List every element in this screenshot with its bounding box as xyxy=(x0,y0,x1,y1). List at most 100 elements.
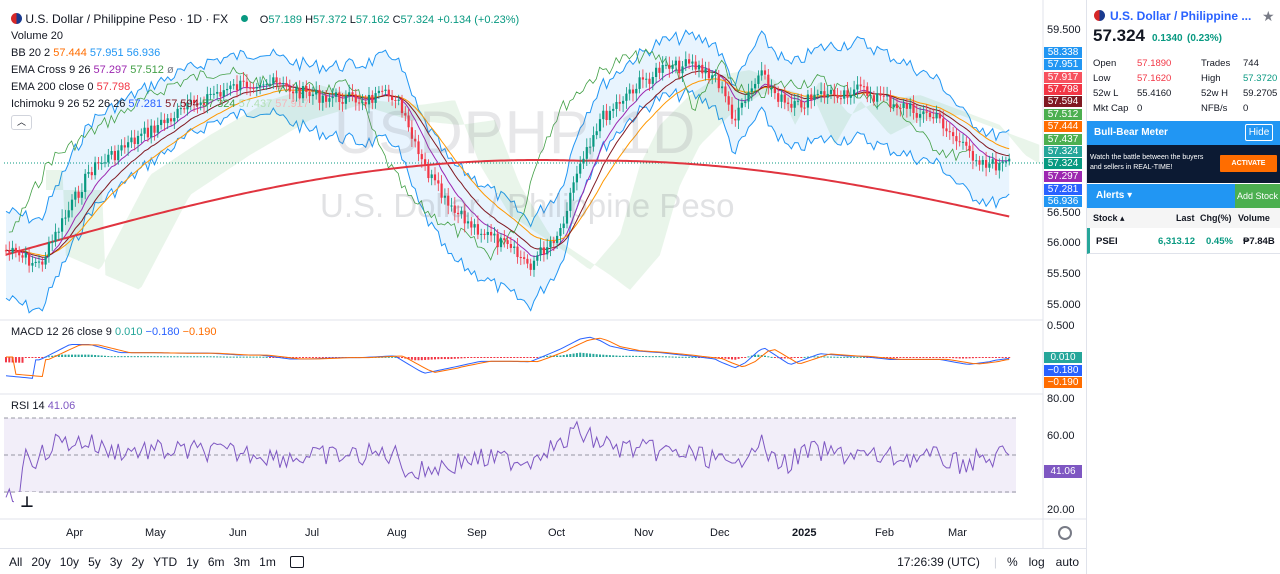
candle-body xyxy=(146,127,149,138)
legend-volume[interactable]: Volume 20 xyxy=(11,28,519,45)
candle-body xyxy=(879,93,882,96)
macd-histogram-bar xyxy=(440,357,443,360)
add-stock-button[interactable]: Add Stock xyxy=(1235,184,1280,208)
col-chg[interactable]: Chg(%) xyxy=(1200,213,1232,223)
star-icon[interactable]: ★ xyxy=(1262,8,1275,24)
macd-histogram-bar xyxy=(793,357,796,358)
macd-histogram-bar xyxy=(549,355,552,357)
candle-body xyxy=(704,68,707,74)
candle-body xyxy=(367,94,371,105)
candle-body xyxy=(853,89,856,96)
candle-body xyxy=(836,95,839,99)
macd-histogram-bar xyxy=(826,356,829,358)
macd-histogram-bar xyxy=(302,357,304,358)
macd-histogram-bar xyxy=(457,357,460,359)
macd-histogram-bar xyxy=(684,356,687,358)
row-chg: 0.45% xyxy=(1206,236,1233,247)
candle-body xyxy=(526,258,529,264)
candle-body xyxy=(169,118,173,122)
macd-histogram-bar xyxy=(975,357,978,359)
macd-histogram-bar xyxy=(523,357,526,358)
hide-button[interactable]: Hide xyxy=(1245,124,1273,141)
macd-histogram-bar xyxy=(153,356,156,358)
range-button-all[interactable]: All xyxy=(9,554,23,569)
sidebar-change-pct: (0.23%) xyxy=(1187,33,1223,44)
log-scale-button[interactable]: log xyxy=(1028,554,1045,569)
watchlist-row[interactable]: PSEI 6,313.12 0.45% ₱7.84B xyxy=(1087,228,1280,254)
macd-histogram-bar xyxy=(955,357,958,359)
candle-body xyxy=(196,103,199,105)
macd-histogram-bar xyxy=(922,357,925,358)
symbol-header[interactable]: U.S. Dollar / Philippine Peso · 1D · FX … xyxy=(11,11,519,28)
candle-body xyxy=(268,83,272,85)
legend-ema-cross[interactable]: EMA Cross 9 26 57.297 57.512 ø xyxy=(11,62,519,79)
percent-scale-button[interactable]: % xyxy=(1006,554,1018,569)
legend-rsi[interactable]: RSI 14 41.06 xyxy=(11,400,75,412)
range-button-ytd[interactable]: YTD xyxy=(153,554,178,569)
candle-body xyxy=(74,191,77,200)
range-button-1y[interactable]: 1y xyxy=(186,554,199,569)
col-volume[interactable]: Volume xyxy=(1238,213,1270,223)
ichimoku-lagging-line xyxy=(8,48,970,261)
range-button-5y[interactable]: 5y xyxy=(88,554,101,569)
settings-gear-icon[interactable] xyxy=(1058,526,1072,540)
range-button-6m[interactable]: 6m xyxy=(207,554,225,569)
candle-body xyxy=(301,85,305,99)
macd-histogram-bar xyxy=(163,356,166,358)
candle-body xyxy=(242,80,245,82)
candle-body xyxy=(433,174,437,181)
macd-histogram-bar xyxy=(265,356,268,358)
macd-histogram-bar xyxy=(189,356,192,358)
candle-body xyxy=(674,60,677,66)
macd-signal-line xyxy=(6,337,1010,378)
alerts-dropdown[interactable]: Alerts ▾ xyxy=(1096,190,1133,201)
range-button-3y[interactable]: 3y xyxy=(109,554,123,569)
legend-bb[interactable]: BB 20 2 57.444 57.951 56.936 xyxy=(11,45,519,62)
range-button-20y[interactable]: 20y xyxy=(31,554,51,569)
watermark-symbol: USDPHP, 1D xyxy=(334,99,697,166)
ohlc-l-label: L xyxy=(349,14,356,26)
macd-histogram-bar xyxy=(437,357,440,360)
range-button-3m[interactable]: 3m xyxy=(233,554,251,569)
rsi-axis-label: 60.00 xyxy=(1047,430,1075,442)
legend-ema200[interactable]: EMA 200 close 0 57.798 xyxy=(11,79,519,96)
candle-body xyxy=(569,192,572,211)
candle-body xyxy=(391,96,394,101)
range-button-10y[interactable]: 10y xyxy=(59,554,80,569)
candle-body xyxy=(645,78,648,80)
candle-body xyxy=(932,117,935,119)
sidebar-symbol-title[interactable]: U.S. Dollar / Philippine ... xyxy=(1110,9,1252,23)
activate-button[interactable]: ACTIVATE xyxy=(1220,155,1277,172)
legend-macd[interactable]: MACD 12 26 close 9 0.010 −0.180 −0.190 xyxy=(11,326,217,338)
range-button-2y[interactable]: 2y xyxy=(131,554,145,569)
macd-histogram-bar xyxy=(77,354,80,357)
candle-body xyxy=(493,233,496,236)
chart-canvas[interactable] xyxy=(0,0,1086,548)
col-stock[interactable]: Stock ▴ xyxy=(1093,213,1125,223)
candle-body xyxy=(506,240,509,245)
collapse-legend-button[interactable]: ︿ xyxy=(11,115,32,130)
candle-body xyxy=(648,78,651,84)
macd-histogram-bar xyxy=(661,356,664,358)
candle-body xyxy=(470,221,473,228)
range-button-1m[interactable]: 1m xyxy=(259,554,276,569)
auto-scale-button[interactable]: auto xyxy=(1055,554,1079,569)
candle-body xyxy=(701,64,704,74)
goto-date-icon[interactable] xyxy=(289,555,304,568)
bull-bear-banner[interactable]: Watch the battle between the buyers and … xyxy=(1087,145,1280,183)
candle-body xyxy=(598,119,602,132)
macd-histogram-bar xyxy=(84,354,87,357)
candle-body xyxy=(988,163,991,168)
macd-histogram-bar xyxy=(463,357,466,359)
col-last[interactable]: Last xyxy=(1176,213,1195,223)
candle-body xyxy=(377,90,380,94)
candle-body xyxy=(905,103,908,109)
legend-ema200-label: EMA 200 close 0 xyxy=(11,81,94,93)
tradingview-logo-icon[interactable]: ⊥ xyxy=(14,492,40,514)
chart-area[interactable]: U.S. Dollar / Philippine Peso · 1D · FX … xyxy=(0,0,1086,548)
macd-histogram-bar xyxy=(665,356,667,358)
candle-body xyxy=(44,256,47,265)
ohlc-low: 57.162 xyxy=(355,14,390,26)
legend-ichimoku[interactable]: Ichimoku 9 26 52 26 26 57.281 57.594 57.… xyxy=(11,96,519,113)
macd-histogram-bar xyxy=(113,356,116,358)
